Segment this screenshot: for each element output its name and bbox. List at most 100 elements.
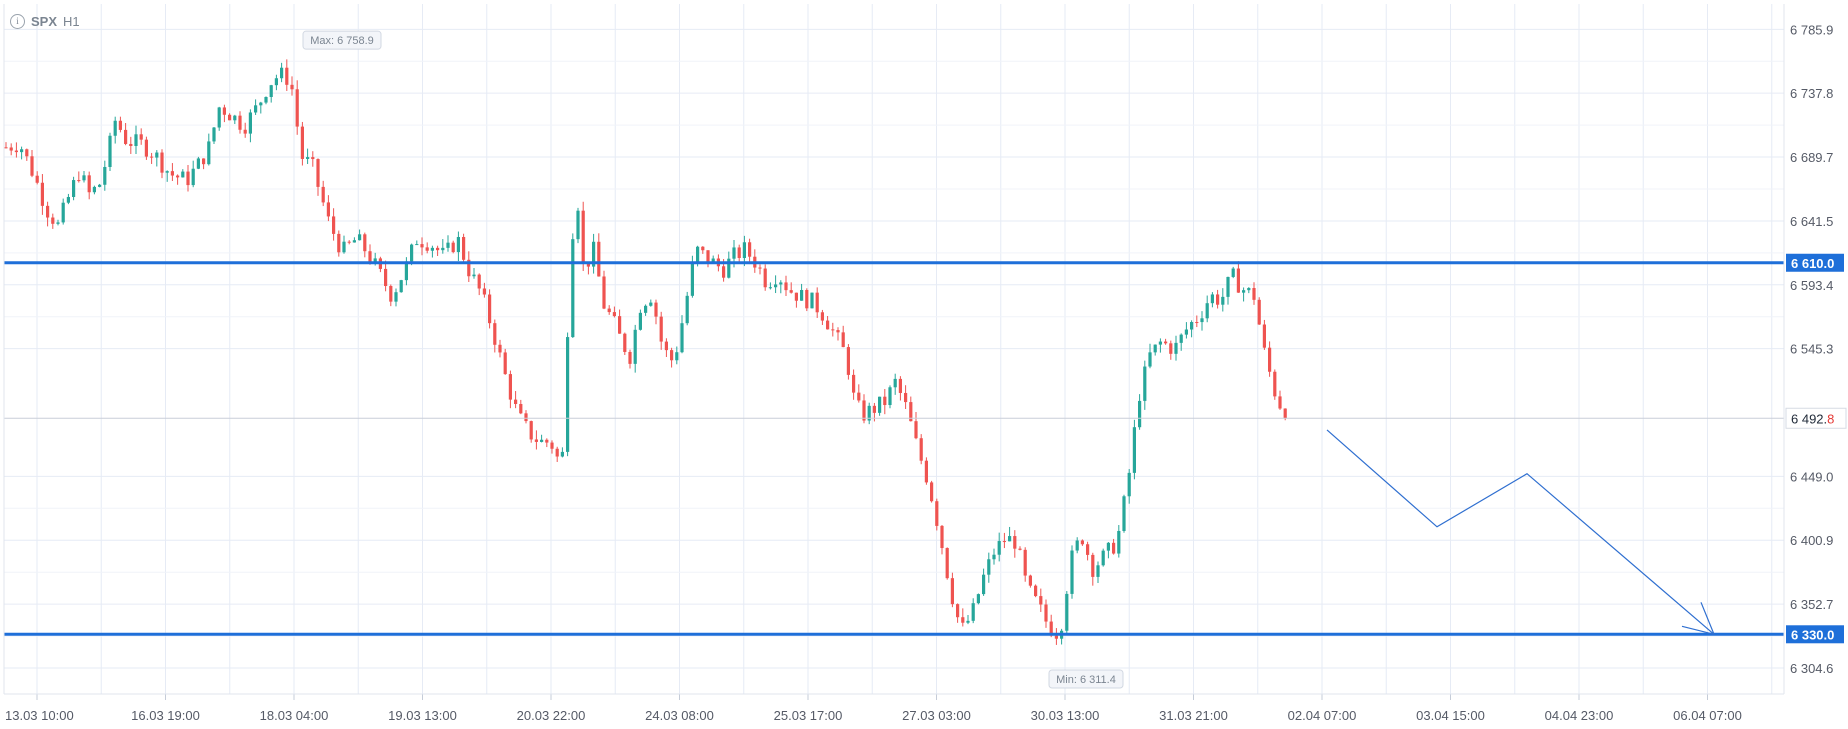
level-lines[interactable]: 6 610.0 6 330.0 6 492.8: [4, 253, 1847, 644]
candle-body: [280, 67, 284, 79]
y-tick-label: 6 545.3: [1790, 342, 1833, 357]
candle-body: [763, 268, 767, 288]
candle-body: [711, 258, 715, 264]
candle-body: [165, 171, 169, 173]
candle-body: [1257, 299, 1261, 325]
candle-body: [1283, 408, 1287, 419]
candle-body: [701, 246, 705, 251]
candle-body: [841, 332, 845, 348]
candle-body: [1210, 294, 1214, 304]
candle-body: [1231, 268, 1235, 277]
candle-body: [446, 242, 450, 248]
candle-body: [384, 268, 388, 287]
candle-body: [269, 85, 273, 98]
x-tick-label: 02.04 07:00: [1288, 708, 1357, 723]
candle-body: [462, 236, 466, 260]
candle-body: [129, 143, 133, 147]
candle-body: [1117, 530, 1121, 554]
candle-body: [1044, 604, 1048, 622]
candle-body: [108, 135, 112, 167]
candle-body: [425, 247, 429, 251]
candle-body: [124, 129, 128, 144]
candle-body: [1164, 341, 1168, 344]
candle-body: [649, 302, 653, 306]
candle-body: [191, 168, 195, 186]
x-tick-label: 30.03 13:00: [1031, 708, 1100, 723]
candle-body: [337, 233, 341, 253]
candle-body: [352, 240, 356, 243]
candle-body: [1065, 593, 1069, 631]
candle-body: [1101, 550, 1105, 566]
candle-body: [1075, 540, 1079, 551]
candle-body: [794, 292, 798, 301]
candle-body: [212, 127, 216, 142]
candle-body: [872, 405, 876, 413]
candle-body: [456, 236, 460, 253]
extreme-markers: Max: 6 758.9 Min: 6 311.4: [302, 30, 1124, 689]
candle-body: [540, 439, 544, 442]
candle-body: [826, 320, 830, 330]
candle-body: [576, 210, 580, 240]
candle-body: [1195, 322, 1199, 324]
candle-body: [316, 159, 320, 187]
candle-body: [118, 120, 122, 130]
candle-body: [898, 378, 902, 393]
candle-body: [347, 241, 351, 243]
candle-body: [524, 413, 528, 422]
info-icon[interactable]: i: [10, 14, 25, 29]
candle-body: [1096, 565, 1100, 577]
y-tick-label: 6 785.9: [1790, 22, 1833, 37]
candle-body: [732, 247, 736, 259]
candle-body: [415, 244, 419, 246]
candle-body: [602, 276, 606, 309]
candlestick-series: [4, 59, 1287, 645]
candle-body: [295, 89, 299, 127]
candle-body: [867, 405, 871, 421]
candle-body: [555, 448, 559, 457]
candle-body: [1013, 536, 1017, 549]
candle-body: [1049, 621, 1053, 636]
candle-body: [254, 105, 258, 113]
candle-body: [815, 292, 819, 313]
candle-body: [836, 330, 840, 333]
candle-body: [1002, 541, 1006, 543]
candle-body: [155, 152, 159, 158]
candle-body: [436, 247, 440, 251]
candle-body: [1143, 366, 1147, 401]
candle-body: [35, 175, 39, 183]
candle-body: [904, 392, 908, 403]
candle-body: [1252, 288, 1256, 300]
candle-body: [597, 241, 601, 277]
candle-body: [1221, 296, 1225, 305]
level-price-badge: [1786, 625, 1844, 644]
candle-body: [368, 251, 372, 262]
candle-body: [789, 290, 793, 293]
candle-body: [1086, 544, 1090, 555]
candle-body: [1153, 344, 1157, 353]
candle-body: [945, 548, 949, 579]
candle-body: [1273, 371, 1277, 397]
candle-body: [217, 107, 221, 128]
candle-body: [1278, 396, 1282, 409]
candle-body: [1226, 276, 1230, 297]
candle-body: [77, 180, 81, 182]
candle-body: [399, 280, 403, 293]
candle-body: [560, 451, 564, 457]
candle-body: [748, 242, 752, 257]
y-tick-label: 6 400.9: [1790, 533, 1833, 548]
candle-body: [66, 196, 70, 203]
candle-body: [612, 312, 616, 317]
candle-body: [680, 323, 684, 353]
candle-body: [508, 374, 512, 400]
candle-body: [332, 216, 336, 234]
candle-body: [9, 147, 13, 151]
timeframe-label[interactable]: H1: [63, 14, 80, 29]
candle-body: [784, 282, 788, 291]
candle-body: [176, 175, 180, 178]
candle-body: [909, 402, 913, 422]
x-tick-label: 03.04 15:00: [1416, 708, 1485, 723]
x-tick-label: 16.03 19:00: [131, 708, 200, 723]
candle-body: [92, 186, 96, 193]
candle-body: [618, 316, 622, 334]
